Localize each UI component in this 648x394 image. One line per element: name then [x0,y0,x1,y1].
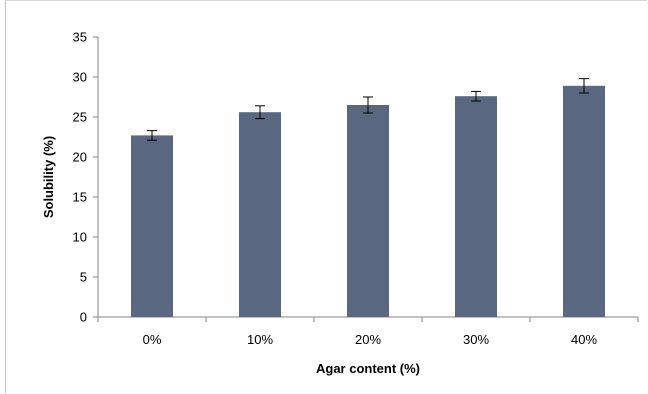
error-bars [147,78,589,141]
bars [131,85,605,317]
bar-30pct [455,96,497,317]
x-axis: 0% 10% 20% 30% 40% [97,316,639,347]
bar-20pct [347,105,389,317]
y-axis: 0 5 10 15 20 25 30 35 [73,30,99,325]
y-tick-label: 20 [73,150,87,165]
x-axis-title: Agar content (%) [316,361,420,376]
bar-10pct [239,112,281,317]
bar-40pct [563,85,605,317]
y-tick-label: 5 [80,270,87,285]
x-tick-label: 40% [571,332,597,347]
y-tick-label: 35 [73,30,87,45]
y-axis-title: Solubility (%) [41,136,56,218]
y-tick-label: 10 [73,230,87,245]
x-tick-label: 0% [143,332,162,347]
y-tick-label: 30 [73,70,87,85]
chart-frame: 0 5 10 15 20 25 30 35 0% 10% 20% 30% 40% Solubility… [5,0,647,393]
y-tick-label: 15 [73,190,87,205]
bar-0pct [131,135,173,317]
x-tick-label: 30% [463,332,489,347]
y-tick-label: 25 [73,110,87,125]
x-tick-label: 10% [247,332,273,347]
x-tick-label: 20% [355,332,381,347]
bar-chart: 0 5 10 15 20 25 30 35 0% 10% 20% 30% 40% Solubility… [41,30,639,376]
y-tick-label: 0 [80,310,87,325]
